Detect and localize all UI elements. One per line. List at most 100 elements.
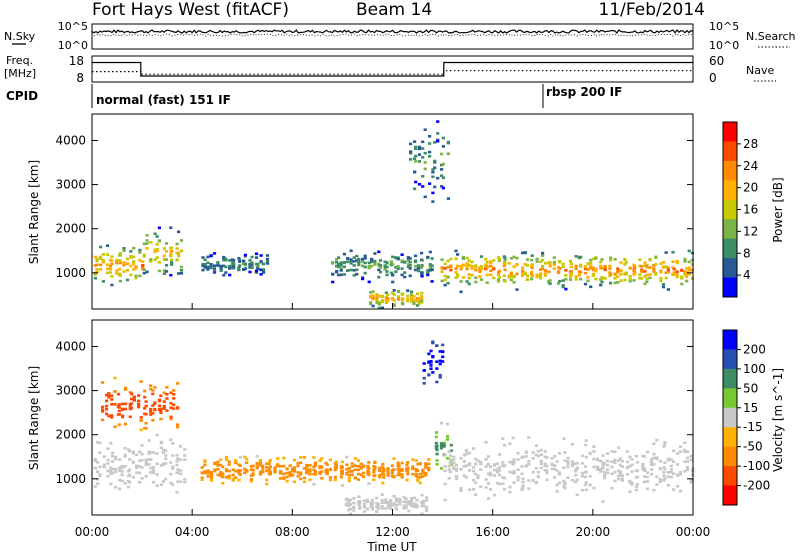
velocity-cell (138, 471, 142, 475)
power-cell (443, 283, 447, 287)
velocity-cell (227, 460, 231, 463)
power-cell (623, 263, 627, 266)
velocity-cell (484, 486, 488, 489)
velocity-cell (443, 453, 447, 456)
velocity-cell (620, 474, 624, 477)
velocity-cell (130, 406, 134, 410)
power-cell (440, 279, 444, 283)
power-cell (640, 265, 644, 268)
velocity-cell (320, 466, 324, 469)
velocity-cell (106, 447, 110, 451)
velocity-cell (96, 482, 100, 485)
velocity-cell (162, 391, 166, 395)
power-cell (170, 246, 174, 250)
velocity-cell (387, 504, 391, 508)
power-cell (502, 264, 506, 268)
velocity-cell (392, 503, 396, 507)
velocity-cell (442, 445, 446, 448)
velocity-cell (685, 450, 690, 454)
velocity-cell (353, 468, 357, 471)
power-cell (530, 270, 534, 274)
velocity-cell (261, 464, 265, 468)
velocity-cell (476, 475, 480, 479)
velocity-cell (527, 487, 531, 490)
power-colorbar-swatch (723, 122, 737, 142)
power-cell (530, 258, 534, 262)
power-cell (586, 262, 590, 265)
power-cell (683, 260, 687, 263)
power-cell (474, 264, 478, 267)
velocity-cell (292, 466, 297, 469)
velocity-cell (365, 498, 369, 502)
velocity-cell (407, 509, 411, 513)
power-cell (512, 281, 516, 284)
power-cell (118, 259, 122, 262)
power-cell (201, 264, 205, 267)
velocity-cell (123, 446, 127, 450)
power-cell (355, 272, 359, 276)
velocity-cell (583, 465, 588, 468)
velocity-cell (606, 452, 610, 455)
velocity-cell (143, 389, 147, 393)
power-cell (446, 265, 450, 269)
power-cell (349, 249, 353, 253)
velocity-cell (511, 436, 515, 440)
power-cell (430, 280, 434, 283)
noise-left-tick-bottom: 10^0 (58, 39, 88, 52)
velocity-cell (683, 448, 687, 452)
power-cell (624, 271, 628, 275)
power-cell (254, 271, 259, 274)
power-cell (370, 264, 374, 268)
velocity-cell (601, 464, 605, 467)
power-colorbar-swatch (723, 258, 737, 279)
power-cell (377, 275, 381, 279)
power-cell (440, 168, 444, 171)
power-cell (400, 260, 404, 264)
time-axis-label: Time UT (366, 540, 417, 554)
power-colorbar-swatch (723, 141, 737, 162)
velocity-cell (583, 443, 588, 447)
power-cell (643, 282, 647, 286)
velocity-cell (650, 463, 654, 467)
velocity-cell (497, 469, 502, 472)
velocity-cell (132, 396, 136, 399)
power-cell (680, 275, 684, 279)
velocity-cell (394, 497, 398, 501)
power-cell (209, 263, 213, 266)
power-cell (396, 267, 400, 271)
power-cell (157, 261, 161, 264)
power-ytick-label: 1000 (55, 266, 86, 280)
power-cell (414, 145, 418, 149)
power-cell (349, 262, 353, 265)
power-cell (525, 278, 529, 281)
power-cell (643, 261, 647, 265)
velocity-cell (381, 462, 385, 466)
velocity-cell (155, 473, 159, 476)
power-cell (406, 298, 410, 302)
power-cell (367, 266, 371, 270)
velocity-cell (334, 463, 338, 466)
power-cell (426, 271, 430, 274)
velocity-cell (427, 360, 431, 364)
velocity-cell (434, 441, 438, 445)
power-cell (380, 299, 385, 302)
velocity-cell (98, 441, 102, 445)
velocity-cell (367, 471, 371, 474)
power-cell (149, 241, 153, 244)
velocity-cell (110, 416, 114, 419)
power-heatmap-cells (93, 120, 694, 310)
velocity-cell (462, 453, 466, 457)
power-cell (415, 298, 420, 302)
velocity-ytick-label: 2000 (55, 428, 86, 442)
power-cell (129, 264, 133, 268)
velocity-cell (292, 458, 297, 462)
velocity-cell (447, 450, 451, 453)
velocity-cell (169, 461, 173, 464)
power-cell (666, 268, 670, 272)
power-cell (203, 258, 207, 262)
velocity-cell (372, 471, 376, 474)
velocity-cell (652, 442, 656, 445)
power-cell (363, 261, 367, 265)
power-cell (685, 271, 689, 274)
power-cell (459, 266, 463, 269)
